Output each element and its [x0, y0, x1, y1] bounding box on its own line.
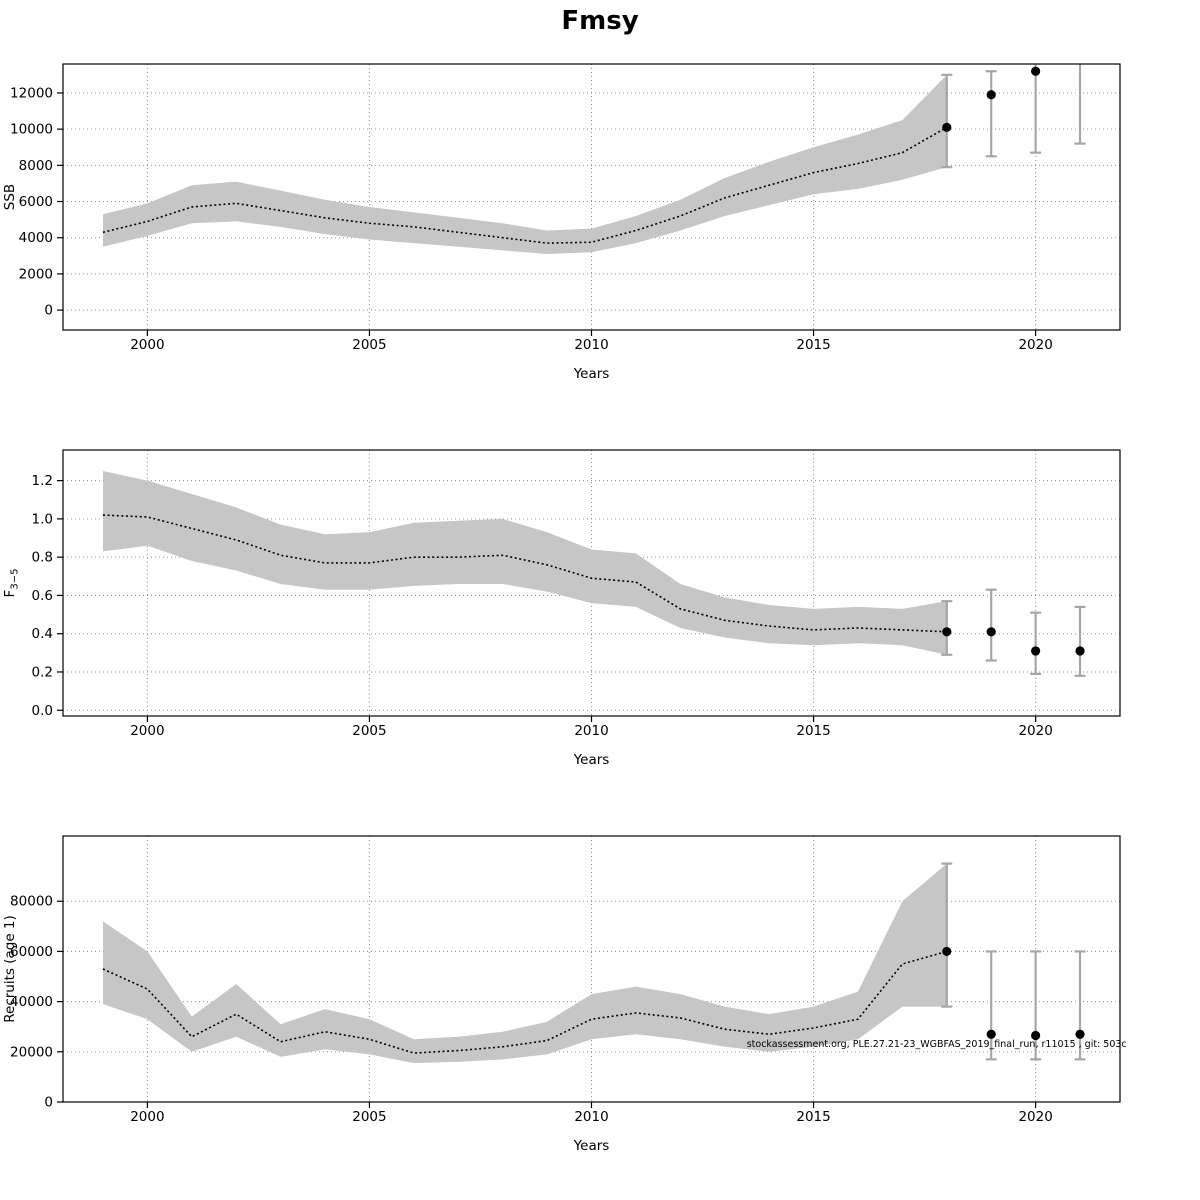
y-tick-label: 0: [44, 1095, 53, 1111]
y-tick-label: 1.0: [32, 511, 53, 527]
y-tick-label: 40000: [10, 994, 53, 1010]
error-bars: [941, 64, 1086, 169]
fbar-chart-svg: 2000 2005 2010 2015 2020 0.0 0.2 0.4 0.6 0.8 1.0 1.…: [2, 449, 1121, 768]
panel-ssb: 2000 2005 2010 2015 2020 0 2000 4000 6000 8000 100…: [0, 42, 1200, 428]
confidence-band: [102, 74, 947, 254]
x-tick-label: 2010: [574, 337, 608, 353]
x-tick-label: 2000: [130, 723, 164, 739]
tick-marks: [57, 900, 1037, 1108]
x-tick-label: 2020: [1018, 1109, 1052, 1125]
x-tick-label: 2020: [1018, 723, 1052, 739]
axes: 2000 2005 2010 2015 2020 0 2000 4000 6000 8000 100…: [2, 85, 1053, 382]
axes: 2000 2005 2010 2015 2020 0 20000 40000 60000 8000…: [2, 894, 1053, 1154]
y-tick-label: 12000: [10, 85, 53, 101]
x-tick-label: 2000: [130, 337, 164, 353]
y-tick-label: 0.0: [32, 703, 53, 719]
x-tick-label: 2015: [796, 1109, 830, 1125]
panel-fishing-mortality: 2000 2005 2010 2015 2020 0.0 0.2 0.4 0.6 0.8 1.0 1.…: [0, 428, 1200, 814]
x-tick-label: 2015: [796, 337, 830, 353]
y-axis-label: SSB: [2, 184, 18, 210]
x-tick-label: 2000: [130, 1109, 164, 1125]
error-bars: [941, 588, 1086, 677]
y-tick-label: 0.6: [32, 588, 53, 604]
tick-marks: [57, 92, 1037, 336]
median-line: [102, 126, 948, 244]
y-tick-label: 0.4: [32, 626, 53, 642]
y-tick-label: 80000: [10, 894, 53, 910]
axes: 2000 2005 2010 2015 2020 0.0 0.2 0.4 0.6 0.8 1.0 1.…: [2, 473, 1053, 768]
y-tick-label: 0: [44, 303, 53, 319]
y-tick-label: 60000: [10, 944, 53, 960]
y-tick-label: 4000: [19, 230, 53, 246]
y-tick-label: 10000: [10, 122, 53, 138]
gridlines: [63, 836, 1120, 1103]
x-tick-label: 2010: [574, 1109, 608, 1125]
y-axis-label: Recruits (age 1): [2, 915, 18, 1023]
x-tick-label: 2005: [352, 1109, 386, 1125]
y-tick-label: 8000: [19, 158, 53, 174]
x-tick-label: 2010: [574, 723, 608, 739]
x-tick-label: 2020: [1018, 337, 1052, 353]
panel-recruits: 2000 2005 2010 2015 2020 0 20000 40000 60000 8000…: [0, 814, 1200, 1200]
source-note: stockassessment.org, PLE.27.21-23_WGBFAS…: [747, 1039, 1127, 1050]
median-line: [102, 514, 947, 633]
x-axis-label: Years: [573, 366, 610, 382]
confidence-band: [102, 863, 947, 1064]
y-tick-label: 2000: [19, 266, 53, 282]
x-tick-label: 2005: [352, 723, 386, 739]
y-tick-label: 0.8: [32, 550, 53, 566]
recruits-chart-svg: 2000 2005 2010 2015 2020 0 20000 40000 60000 8000…: [2, 835, 1127, 1154]
error-bars: [941, 862, 1086, 1061]
y-tick-label: 0.2: [32, 664, 53, 680]
data-points: [942, 66, 1041, 132]
confidence-band: [102, 471, 947, 655]
data-points: [942, 946, 1085, 1041]
x-axis-label: Years: [573, 752, 610, 768]
y-tick-label: 6000: [19, 194, 53, 210]
y-tick-label: 1.2: [32, 473, 53, 489]
x-tick-label: 2005: [352, 337, 386, 353]
y-tick-label: 20000: [10, 1044, 53, 1060]
chart-title: Fmsy: [561, 6, 639, 36]
y-axis-label: F3−5: [2, 569, 21, 598]
x-axis-label: Years: [573, 1138, 610, 1154]
x-tick-label: 2015: [796, 723, 830, 739]
data-points: [942, 627, 1085, 656]
tick-marks: [57, 480, 1037, 722]
ssb-chart-svg: 2000 2005 2010 2015 2020 0 2000 4000 6000 8000 100…: [2, 63, 1121, 382]
